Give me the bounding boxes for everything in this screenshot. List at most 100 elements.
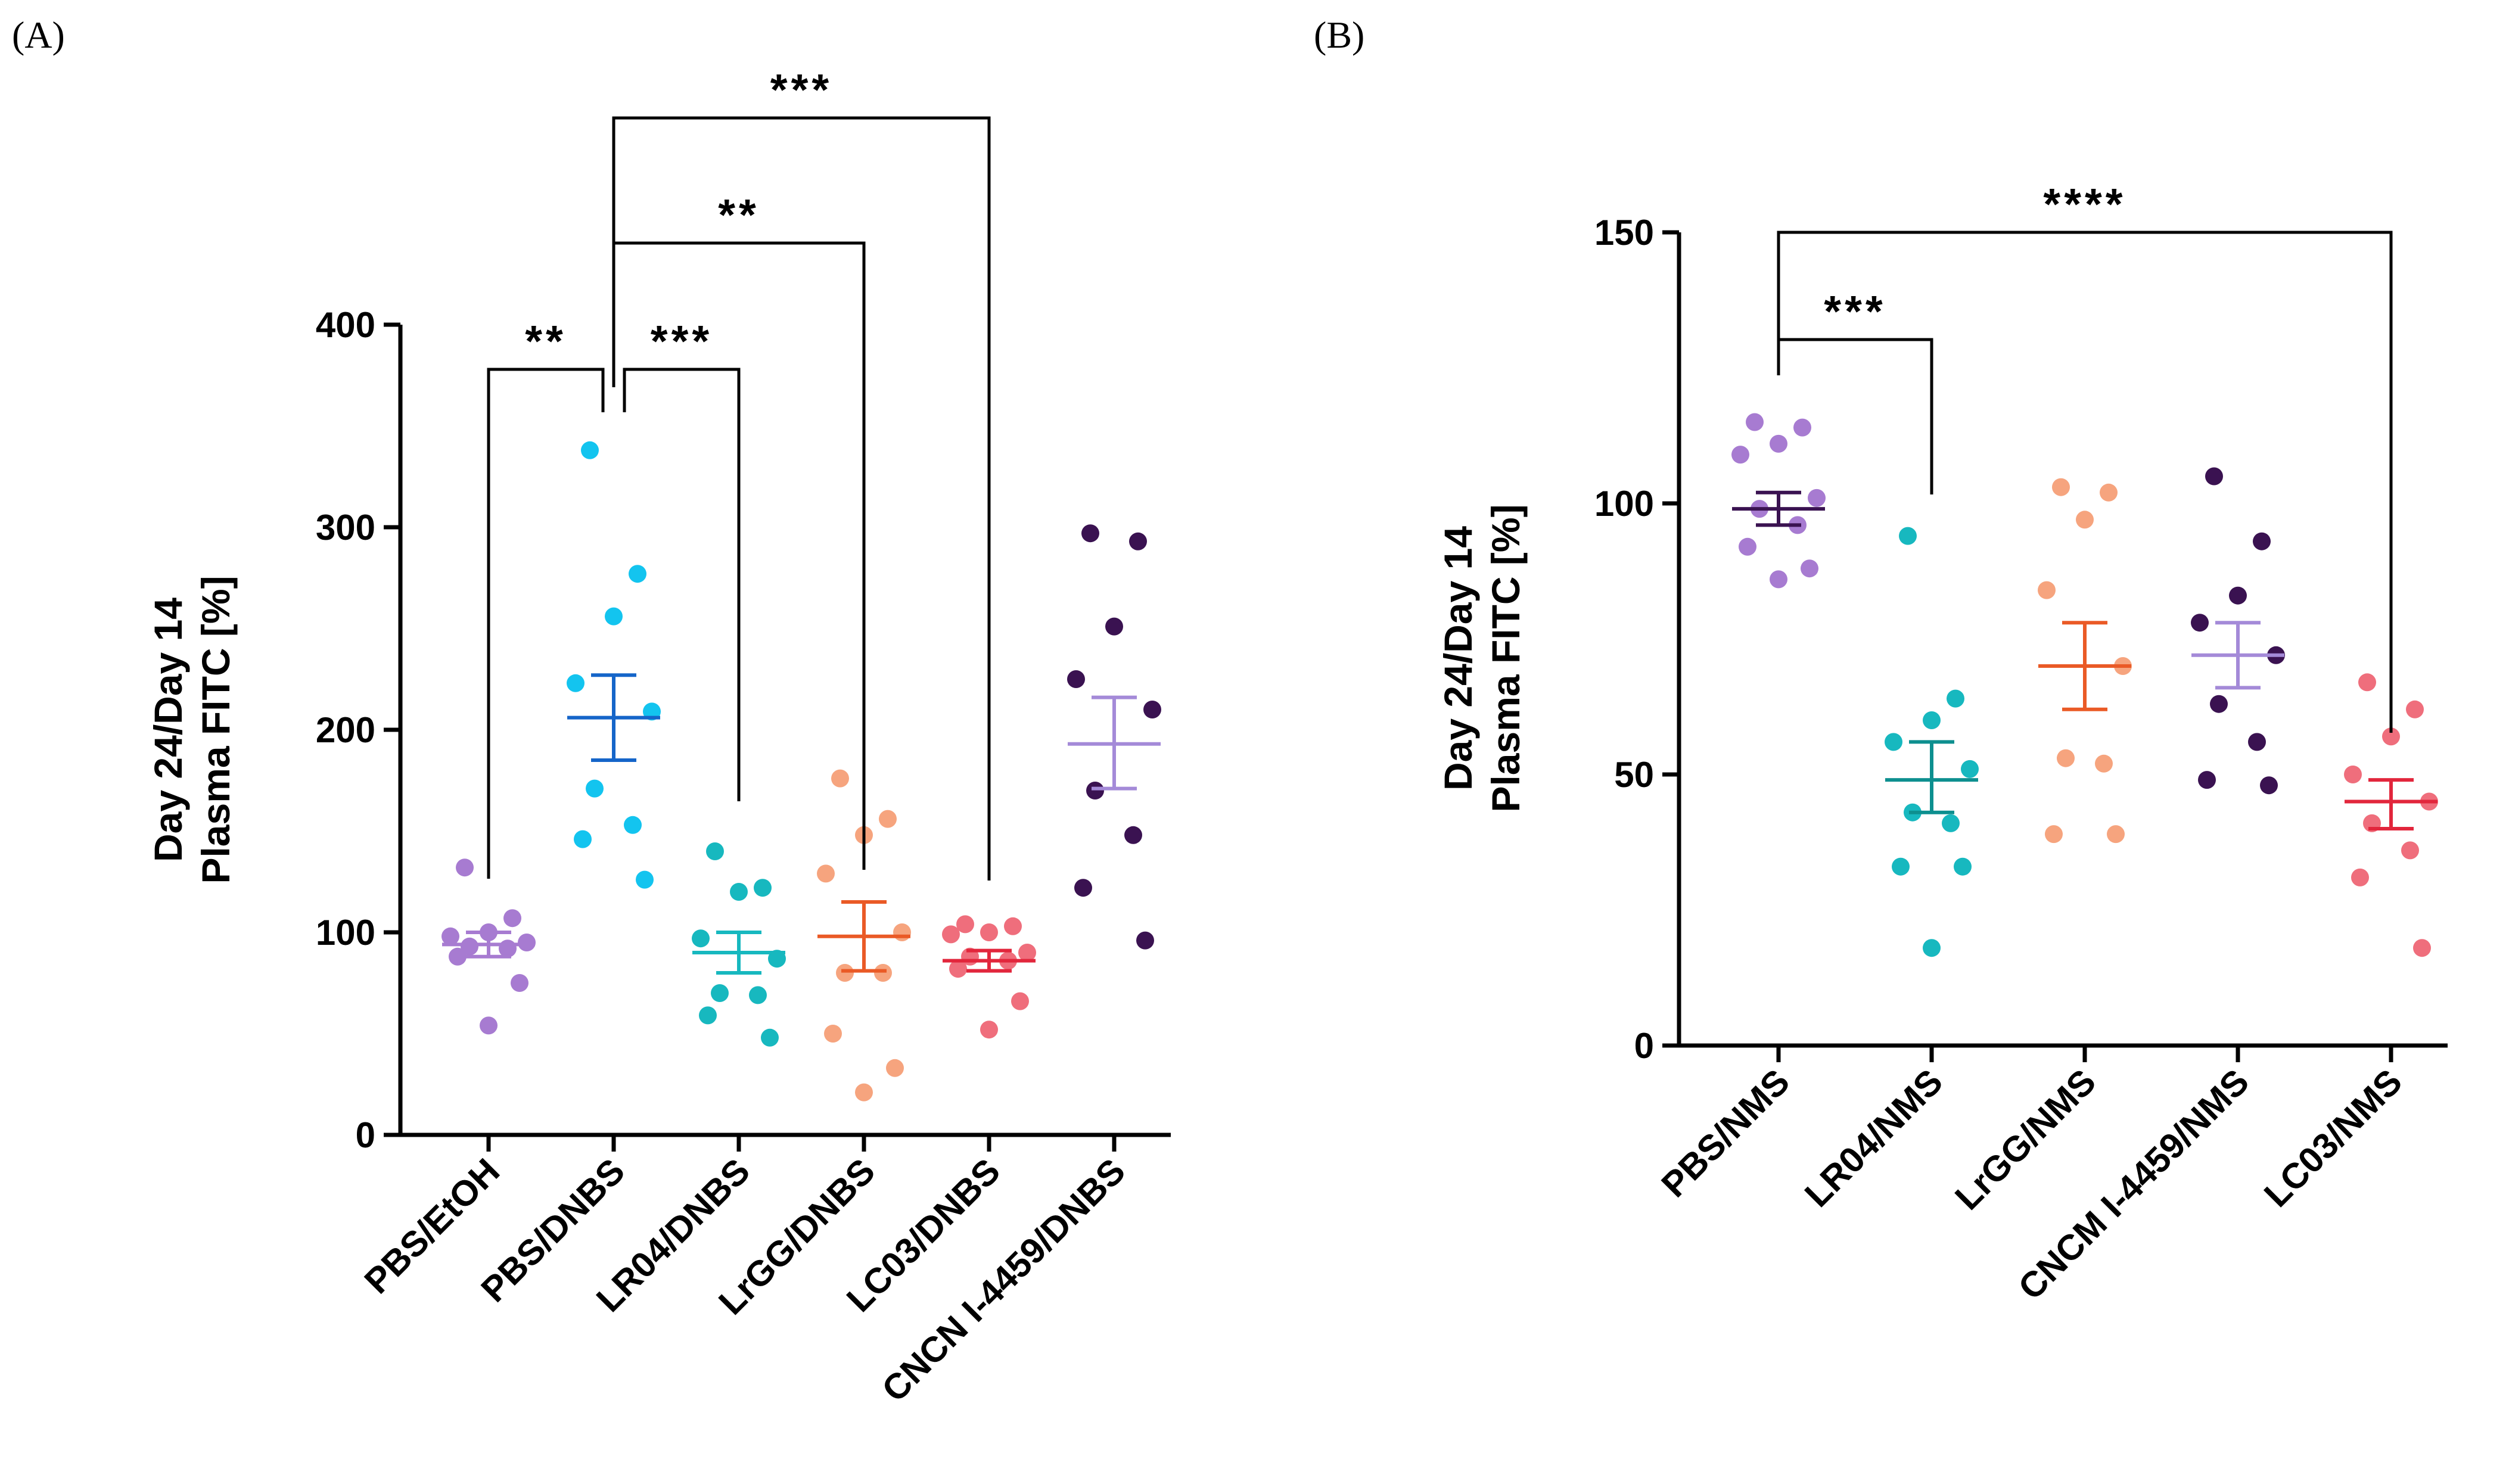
significance-bracket [623, 368, 741, 801]
data-point [1124, 826, 1142, 844]
data-point [1067, 670, 1085, 688]
data-point [956, 915, 974, 934]
data-point [1923, 711, 1941, 729]
data-point [1923, 939, 1941, 957]
data-point [2210, 695, 2228, 713]
data-point [1770, 570, 1787, 589]
group-5: CNCN I-4459/DNBS [874, 524, 1161, 1410]
significance-bracket [612, 116, 991, 881]
data-point [2229, 586, 2247, 605]
x-tick-label: CNCN I-4459/DNBS [874, 1151, 1133, 1410]
data-point [699, 1006, 717, 1025]
data-point [761, 1028, 779, 1047]
significance-label: ** [525, 316, 567, 366]
data-point [754, 879, 772, 897]
data-point [1074, 879, 1092, 897]
y-tick-label: 100 [316, 913, 375, 953]
data-point [2191, 614, 2209, 632]
data-point [442, 927, 459, 945]
significance-bracket [1777, 231, 2393, 733]
data-point [1954, 857, 1972, 876]
y-tick-label: 0 [1634, 1026, 1654, 1066]
data-point [836, 964, 854, 982]
data-point [511, 974, 528, 992]
data-point [1136, 931, 1154, 950]
data-point [624, 816, 642, 834]
data-point [1081, 524, 1099, 543]
data-point [605, 607, 623, 626]
data-point [879, 810, 897, 828]
significance-bracket [487, 368, 605, 879]
y-tick-label: 400 [316, 305, 375, 345]
data-point [749, 986, 767, 1004]
data-point [706, 842, 724, 860]
data-point [980, 1021, 998, 1039]
x-tick-label-wrap: LR04/NMS [1797, 1062, 1950, 1215]
data-point [1731, 446, 1749, 464]
data-point [1947, 689, 1964, 708]
group-2: LR04/DNBS [589, 842, 786, 1320]
y-tick-label: 200 [316, 710, 375, 750]
y-tick-label: 150 [1594, 213, 1654, 253]
x-tick-label-wrap: LrGG/NMS [1947, 1062, 2103, 1218]
y-tick-label: 300 [316, 508, 375, 547]
data-point [831, 769, 849, 788]
data-point [2038, 581, 2056, 599]
group-1: LR04/NMS [1797, 527, 1979, 1215]
data-point [942, 925, 960, 944]
data-point [1143, 701, 1161, 718]
data-point [1885, 733, 1902, 751]
data-point [980, 923, 998, 941]
data-point [1808, 489, 1826, 507]
y-axis-title-line-2: Plasma FITC [%] [194, 575, 238, 883]
data-point [2260, 776, 2278, 795]
data-point [1961, 760, 1979, 778]
data-point [2076, 511, 2094, 529]
x-tick-label-wrap: PBS/NMS [1654, 1062, 1798, 1205]
significance-label: ** [718, 190, 760, 239]
chart-panel-a: 0 100 200 300 400 Day 24/Day 14 Plasma FITC [%… [146, 65, 1171, 1410]
data-point [586, 779, 604, 798]
significance-bracket [1777, 338, 1933, 494]
significance-label: *** [770, 65, 832, 114]
data-point [711, 984, 729, 1002]
data-point [2413, 939, 2431, 957]
significance-label: *** [651, 316, 713, 366]
data-point [2107, 825, 2125, 844]
data-point [874, 964, 892, 982]
data-point [461, 937, 478, 956]
data-point [2358, 673, 2376, 692]
y-tick-label: 0 [356, 1115, 375, 1155]
data-point [824, 1025, 842, 1043]
data-point [2198, 771, 2216, 789]
data-point [1793, 418, 1811, 437]
x-tick-label: PBS/NMS [1654, 1062, 1798, 1205]
y-axis-title: Day 24/Day 14 Plasma FITC [%] [1436, 504, 1528, 812]
data-point [2351, 868, 2369, 886]
data-point [2057, 749, 2075, 767]
x-tick-label-wrap: LC03/NMS [2256, 1062, 2409, 1215]
x-tick-label: LR04/NMS [1797, 1062, 1950, 1215]
data-point [1086, 782, 1104, 799]
data-point [1011, 992, 1029, 1010]
data-point [886, 1059, 904, 1077]
y-axis-title-line-1: Day 24/Day 14 [146, 598, 190, 862]
y-axis-title: Day 24/Day 14 Plasma FITC [%] [146, 575, 238, 883]
data-point [730, 883, 748, 901]
y-tick-label: 100 [1594, 484, 1654, 524]
data-point [567, 674, 584, 692]
x-tick-label: LC03/NMS [2256, 1062, 2409, 1215]
data-point [449, 947, 467, 966]
data-point [2401, 841, 2419, 860]
significance-label: **** [2043, 179, 2126, 229]
data-point [1018, 944, 1036, 962]
data-point [855, 1083, 873, 1102]
data-point [2100, 483, 2118, 502]
data-point [1770, 434, 1787, 453]
data-point [1746, 413, 1764, 431]
group-4: LC03/NMS [2256, 673, 2438, 1215]
data-point [1892, 857, 1910, 876]
significance-label: *** [1824, 287, 1886, 336]
data-point [1942, 814, 1960, 832]
